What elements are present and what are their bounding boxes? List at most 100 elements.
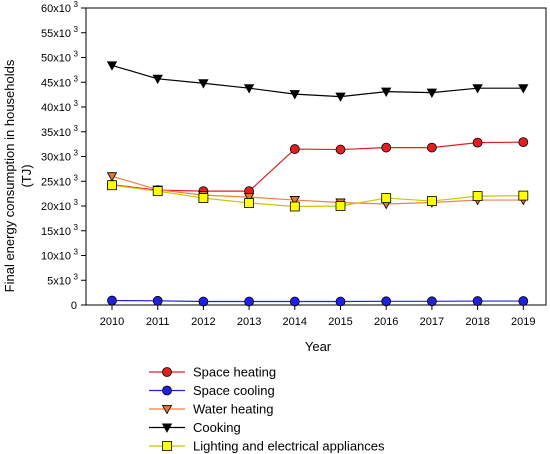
x-tick-label: 2011: [146, 316, 170, 328]
y-tick-label: 35x10: [41, 127, 71, 139]
data-point-space-cooling: [244, 296, 255, 307]
legend-marker: [161, 423, 173, 433]
data-point-space-cooling: [107, 295, 117, 306]
x-tick-label: 2014: [283, 316, 307, 328]
legend-label: Water heating: [193, 402, 273, 417]
data-point-lighting-and-electrical-appliances: [107, 180, 117, 191]
legend-item-water-heating: Water heating: [149, 402, 273, 417]
y-tick-exponent: 3: [74, 74, 79, 83]
legend-label: Space heating: [193, 365, 276, 380]
data-point-space-cooling: [472, 296, 483, 306]
x-tick-label: 2015: [328, 316, 352, 328]
data-point-space-cooling: [289, 296, 300, 307]
data-point-lighting-and-electrical-appliances: [198, 193, 209, 203]
data-point-space-cooling: [335, 296, 346, 307]
y-tick-label: 55x10: [41, 28, 71, 40]
y-tick-exponent: 3: [74, 99, 79, 108]
data-point-cooking: [335, 92, 346, 102]
data-point-space-cooling: [518, 296, 529, 306]
legend-item-lighting-and-electrical-appliances: Lighting and electrical appliances: [149, 439, 385, 454]
y-tick-label: 50x10: [41, 53, 71, 65]
x-tick-label: 2010: [100, 316, 124, 328]
x-axis-ticks: 2010 2011 2012 2013 2014 2015 2016 2017 2018 2019: [100, 305, 536, 328]
x-tick-label: 2018: [465, 316, 489, 328]
data-point-cooking: [518, 84, 529, 94]
data-point-lighting-and-electrical-appliances: [426, 196, 437, 206]
legend-item-space-heating: Space heating: [149, 365, 276, 380]
plot-frame: [85, 7, 547, 306]
data-point-cooking: [289, 90, 300, 100]
data-point-space-cooling: [381, 296, 392, 307]
series-space-heating: [107, 137, 529, 197]
y-tick-exponent: 3: [74, 272, 79, 281]
data-point-space-heating: [472, 137, 483, 148]
data-point-lighting-and-electrical-appliances: [335, 201, 346, 211]
data-point-space-cooling: [426, 296, 437, 307]
data-point-lighting-and-electrical-appliances: [518, 190, 529, 201]
y-tick-label: 25x10: [41, 176, 71, 188]
legend-label: Lighting and electrical appliances: [193, 439, 385, 454]
y-axis-unit: (TJ): [19, 164, 34, 187]
series-line-water-heating: [111, 175, 524, 205]
plot-border: [85, 7, 547, 306]
data-point-cooking: [198, 79, 209, 89]
legend-marker: [162, 441, 172, 451]
y-axis-title: Final energy consumption in households: [2, 59, 17, 292]
data-point-space-cooling: [152, 295, 163, 306]
data-point-lighting-and-electrical-appliances: [244, 198, 255, 208]
legend-marker: [161, 404, 173, 415]
data-point-space-heating: [335, 144, 346, 155]
data-point-cooking: [381, 87, 392, 97]
x-axis-title: Year: [305, 339, 332, 354]
y-tick-exponent: 3: [74, 124, 79, 133]
y-tick-label: 15x10: [41, 226, 71, 238]
data-point-lighting-and-electrical-appliances: [289, 201, 300, 212]
data-point-cooking: [472, 84, 483, 94]
series-line-lighting-and-electrical-appliances: [111, 184, 524, 208]
y-axis-title-group: Final energy consumption in households (…: [2, 59, 34, 292]
y-tick-exponent: 3: [74, 173, 79, 182]
data-point-space-heating: [426, 142, 437, 153]
legend-item-space-cooling: Space cooling: [149, 383, 275, 398]
y-tick-exponent: 3: [74, 248, 79, 257]
data-point-space-heating: [289, 144, 300, 154]
data-point-lighting-and-electrical-appliances: [381, 193, 392, 203]
legend-label: Cooking: [193, 420, 241, 435]
series-line-cooking: [111, 64, 524, 98]
data-point-water-heating: [106, 172, 118, 182]
y-tick-label: 45x10: [41, 77, 71, 89]
y-tick-label: 40x10: [41, 102, 71, 114]
legend-marker: [162, 367, 172, 377]
series-water-heating: [106, 172, 529, 210]
series-space-cooling: [107, 295, 529, 307]
x-tick-label: 2017: [420, 316, 444, 328]
data-point-lighting-and-electrical-appliances: [152, 186, 163, 197]
legend-item-cooking: Cooking: [149, 420, 241, 435]
x-tick-label: 2012: [191, 316, 215, 328]
y-tick-label: 5x10: [47, 275, 71, 287]
legend-marker: [162, 385, 172, 396]
data-point-lighting-and-electrical-appliances: [472, 191, 483, 202]
y-tick-exponent: 3: [74, 25, 79, 34]
legend: Space heating Space cooling Water heating C…: [149, 365, 385, 454]
y-tick-label: 0: [71, 300, 77, 312]
y-tick-exponent: 3: [74, 223, 79, 232]
y-tick-exponent: 3: [74, 149, 79, 158]
y-tick-exponent: 3: [74, 198, 79, 207]
data-point-water-heating: [289, 196, 300, 206]
y-tick-exponent: 3: [74, 0, 79, 9]
legend-label: Space cooling: [193, 383, 275, 398]
data-point-cooking: [426, 88, 438, 98]
data-point-cooking: [152, 74, 163, 85]
x-tick-label: 2019: [511, 316, 535, 328]
data-point-space-cooling: [198, 296, 209, 307]
y-tick-label: 60x10: [41, 3, 71, 15]
series-line-space-cooling: [111, 299, 524, 303]
y-tick-label: 10x10: [41, 251, 71, 263]
data-point-space-heating: [381, 142, 392, 153]
x-tick-label: 2013: [237, 316, 261, 328]
y-tick-exponent: 3: [74, 50, 79, 59]
data-point-water-heating: [243, 193, 255, 203]
